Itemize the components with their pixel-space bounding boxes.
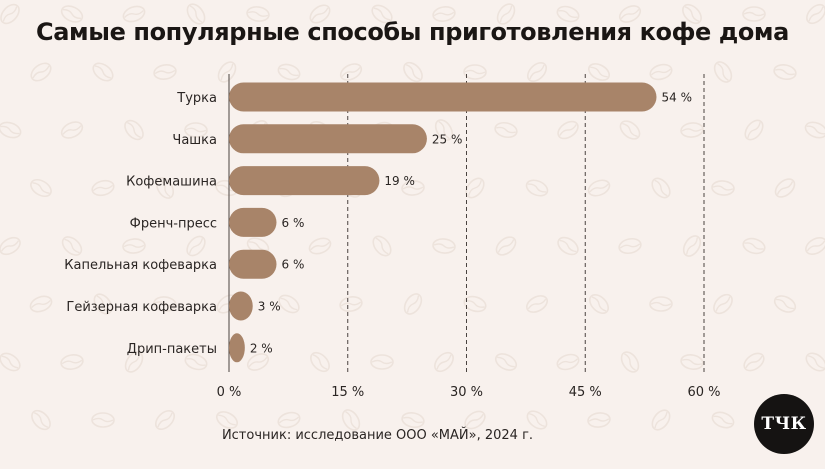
bar — [229, 333, 245, 363]
data-label: 3 % — [258, 300, 281, 314]
bar — [229, 166, 380, 196]
x-tick-label: 30 % — [450, 385, 483, 400]
x-tick-label: 60 % — [687, 385, 720, 400]
source-caption: Источник: исследование ООО «МАЙ», 2024 г… — [221, 428, 534, 443]
bar — [229, 124, 427, 154]
chart-title: Самые популярные способы приготовления к… — [36, 18, 789, 46]
data-label: 6 % — [282, 258, 305, 272]
x-tick-label: 45 % — [569, 385, 602, 400]
bar — [229, 82, 657, 112]
bar — [229, 291, 253, 321]
category-label: Капельная кофеварка — [64, 258, 217, 273]
logo-text: ТЧК — [761, 414, 807, 434]
tchk-logo: ТЧК — [754, 394, 814, 454]
data-label: 54 % — [662, 91, 693, 105]
category-label: Турка — [176, 91, 217, 106]
category-label: Гейзерная кофеварка — [66, 300, 217, 315]
data-label: 25 % — [432, 132, 463, 146]
data-label: 6 % — [282, 216, 305, 230]
data-label: 19 % — [384, 174, 415, 188]
category-label: Чашка — [172, 133, 217, 148]
x-tick-label: 0 % — [217, 385, 242, 400]
x-tick-label: 15 % — [331, 385, 364, 400]
category-label: Дрип-пакеты — [127, 342, 217, 357]
category-label: Кофемашина — [126, 175, 217, 190]
bar — [229, 207, 277, 237]
bar — [229, 249, 277, 279]
data-label: 2 % — [250, 341, 273, 355]
category-label: Френч-пресс — [130, 216, 217, 231]
